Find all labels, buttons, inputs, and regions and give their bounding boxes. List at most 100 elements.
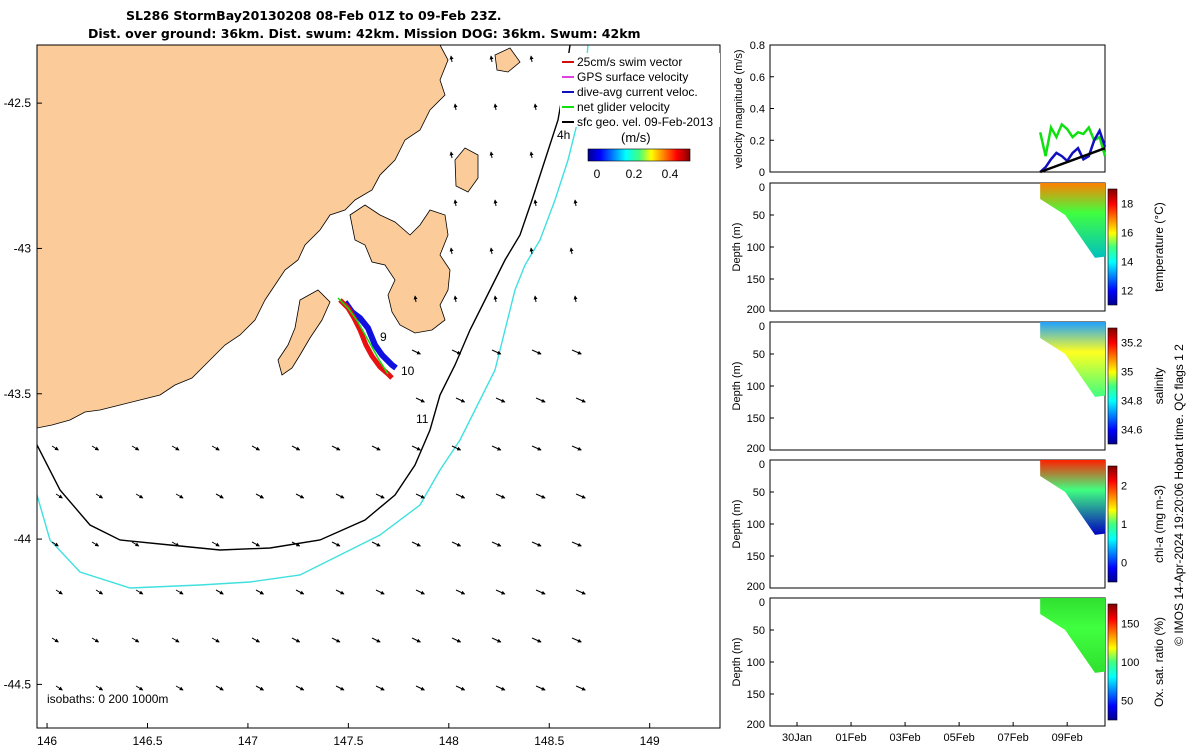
depth-y-tick-label: 150 bbox=[747, 689, 765, 701]
current-arrow bbox=[55, 493, 63, 499]
velocity-series-line bbox=[1039, 127, 1107, 173]
land-tasman-east bbox=[454, 147, 479, 193]
map-panel: 4h 9 10 11 isobaths: 0 200 1000m 146 146.… bbox=[4, 44, 721, 748]
map-x-tick-label: 146.5 bbox=[132, 734, 162, 748]
current-arrow bbox=[91, 541, 100, 547]
current-arrow bbox=[493, 199, 498, 207]
isobath-200m bbox=[37, 45, 571, 551]
surface-velocity-arrows bbox=[51, 55, 586, 691]
map-y-tick-label: -44.5 bbox=[4, 677, 32, 691]
depth-panel-2: 0 50 100 150 200 Depth (m) 34.6 34.8 35 35.2 salin… bbox=[731, 321, 1166, 455]
current-arrow bbox=[529, 55, 534, 63]
date-tick-label: 05Feb bbox=[944, 732, 975, 744]
current-arrow bbox=[411, 637, 421, 643]
colorbar-tick-label: 14 bbox=[1121, 257, 1133, 269]
current-arrow bbox=[331, 637, 341, 643]
current-arrow bbox=[529, 247, 534, 255]
current-arrow bbox=[51, 541, 59, 547]
legend-label: sfc geo. vel. 09-Feb-2013 bbox=[577, 115, 713, 129]
current-arrow bbox=[489, 247, 494, 255]
colorbar-tick-1: 0.2 bbox=[626, 167, 643, 181]
current-arrow bbox=[211, 637, 220, 643]
velocity-y-tick-label: 0 bbox=[759, 167, 765, 179]
current-arrow bbox=[415, 493, 425, 499]
depth-y-tick-label: 0 bbox=[759, 321, 765, 333]
depth-colorbar bbox=[1107, 465, 1118, 583]
current-arrow bbox=[491, 349, 502, 355]
current-arrow bbox=[451, 349, 462, 355]
map-x-tick-label: 147 bbox=[238, 734, 258, 748]
current-arrow bbox=[531, 445, 542, 451]
current-arrow bbox=[215, 685, 224, 691]
depth-y-tick-label: 0 bbox=[759, 459, 765, 471]
depth-y-tick-label: 100 bbox=[747, 381, 765, 393]
map-x-tick-label: 147.5 bbox=[333, 734, 363, 748]
current-arrow bbox=[449, 151, 454, 159]
current-arrow bbox=[95, 589, 104, 595]
colorbar-tick-label: 34.8 bbox=[1121, 396, 1142, 408]
current-arrow bbox=[291, 637, 301, 643]
map-x-tick-label: 149 bbox=[640, 734, 660, 748]
current-arrow bbox=[171, 637, 180, 643]
current-arrow bbox=[291, 445, 301, 451]
current-arrow bbox=[535, 685, 546, 691]
depth-y-tick-label: 150 bbox=[747, 551, 765, 563]
depth-ylabel: Depth (m) bbox=[731, 500, 743, 549]
current-arrow bbox=[451, 637, 462, 643]
depth-colorbar bbox=[1107, 327, 1118, 445]
current-arrow bbox=[95, 493, 104, 499]
colorbar-label: Ox. sat. ratio (%) bbox=[1152, 617, 1166, 707]
current-arrow bbox=[449, 247, 454, 255]
current-arrow bbox=[91, 445, 100, 451]
current-arrow bbox=[131, 445, 140, 451]
current-arrow bbox=[51, 445, 59, 451]
depth-y-tick-label: 150 bbox=[747, 413, 765, 425]
current-arrow bbox=[95, 685, 104, 691]
current-arrow bbox=[335, 493, 345, 499]
map-x-ticks: 146 146.5 147 147.5 148 148.5 149 bbox=[37, 723, 660, 748]
depth-section-heatmap bbox=[1040, 460, 1105, 535]
current-arrow bbox=[455, 589, 466, 595]
current-arrow bbox=[331, 541, 341, 547]
current-arrow bbox=[495, 685, 506, 691]
map-y-tick-label: -42.5 bbox=[4, 96, 32, 110]
map-x-tick-label: 148.5 bbox=[534, 734, 564, 748]
isobaths-label: isobaths: 0 200 1000m bbox=[47, 692, 168, 706]
map-x-tick-label: 146 bbox=[37, 734, 57, 748]
speed-colorbar bbox=[587, 148, 691, 162]
current-arrow bbox=[411, 349, 421, 355]
current-arrow bbox=[575, 685, 586, 691]
colorbar-tick-label: 12 bbox=[1121, 286, 1133, 298]
current-arrow bbox=[455, 397, 466, 403]
depth-panel-4: 0 50 100 150 200 Depth (m) 50 100 150 Ox. sat. ra… bbox=[731, 597, 1166, 744]
current-arrow bbox=[533, 199, 538, 207]
current-arrow bbox=[455, 493, 466, 499]
track-label-9: 9 bbox=[380, 330, 387, 344]
depth-section-heatmap bbox=[1040, 322, 1105, 397]
velocity-panel: 0 0.2 0.4 0.6 0.8 velocity magnitude (m/s) bbox=[733, 40, 1107, 179]
legend-label: net glider velocity bbox=[577, 100, 670, 114]
depth-y-tick-label: 50 bbox=[753, 487, 765, 499]
current-arrow bbox=[375, 589, 385, 595]
current-arrow bbox=[295, 589, 305, 595]
current-arrow bbox=[451, 541, 462, 547]
depth-panel-1: 0 50 100 150 200 Depth (m) 12 14 16 18 temperature… bbox=[731, 182, 1166, 316]
depth-y-tick-label: 0 bbox=[759, 597, 765, 609]
current-arrow bbox=[335, 685, 345, 691]
legend-label: dive-avg current veloc. bbox=[577, 85, 698, 99]
track-label-4h: 4h bbox=[557, 128, 570, 142]
current-arrow bbox=[535, 493, 546, 499]
current-arrow bbox=[493, 103, 498, 111]
current-arrow bbox=[211, 541, 220, 547]
current-arrow bbox=[375, 685, 385, 691]
current-arrow bbox=[175, 589, 184, 595]
current-arrow bbox=[571, 349, 582, 355]
colorbar-tick-label: 2 bbox=[1121, 480, 1127, 492]
current-arrow bbox=[211, 445, 220, 451]
colorbar-label: temperature (°C) bbox=[1152, 202, 1166, 292]
current-arrow bbox=[449, 55, 454, 63]
land-forestier bbox=[349, 204, 451, 334]
current-arrow bbox=[335, 589, 345, 595]
land-mainland bbox=[37, 45, 449, 429]
